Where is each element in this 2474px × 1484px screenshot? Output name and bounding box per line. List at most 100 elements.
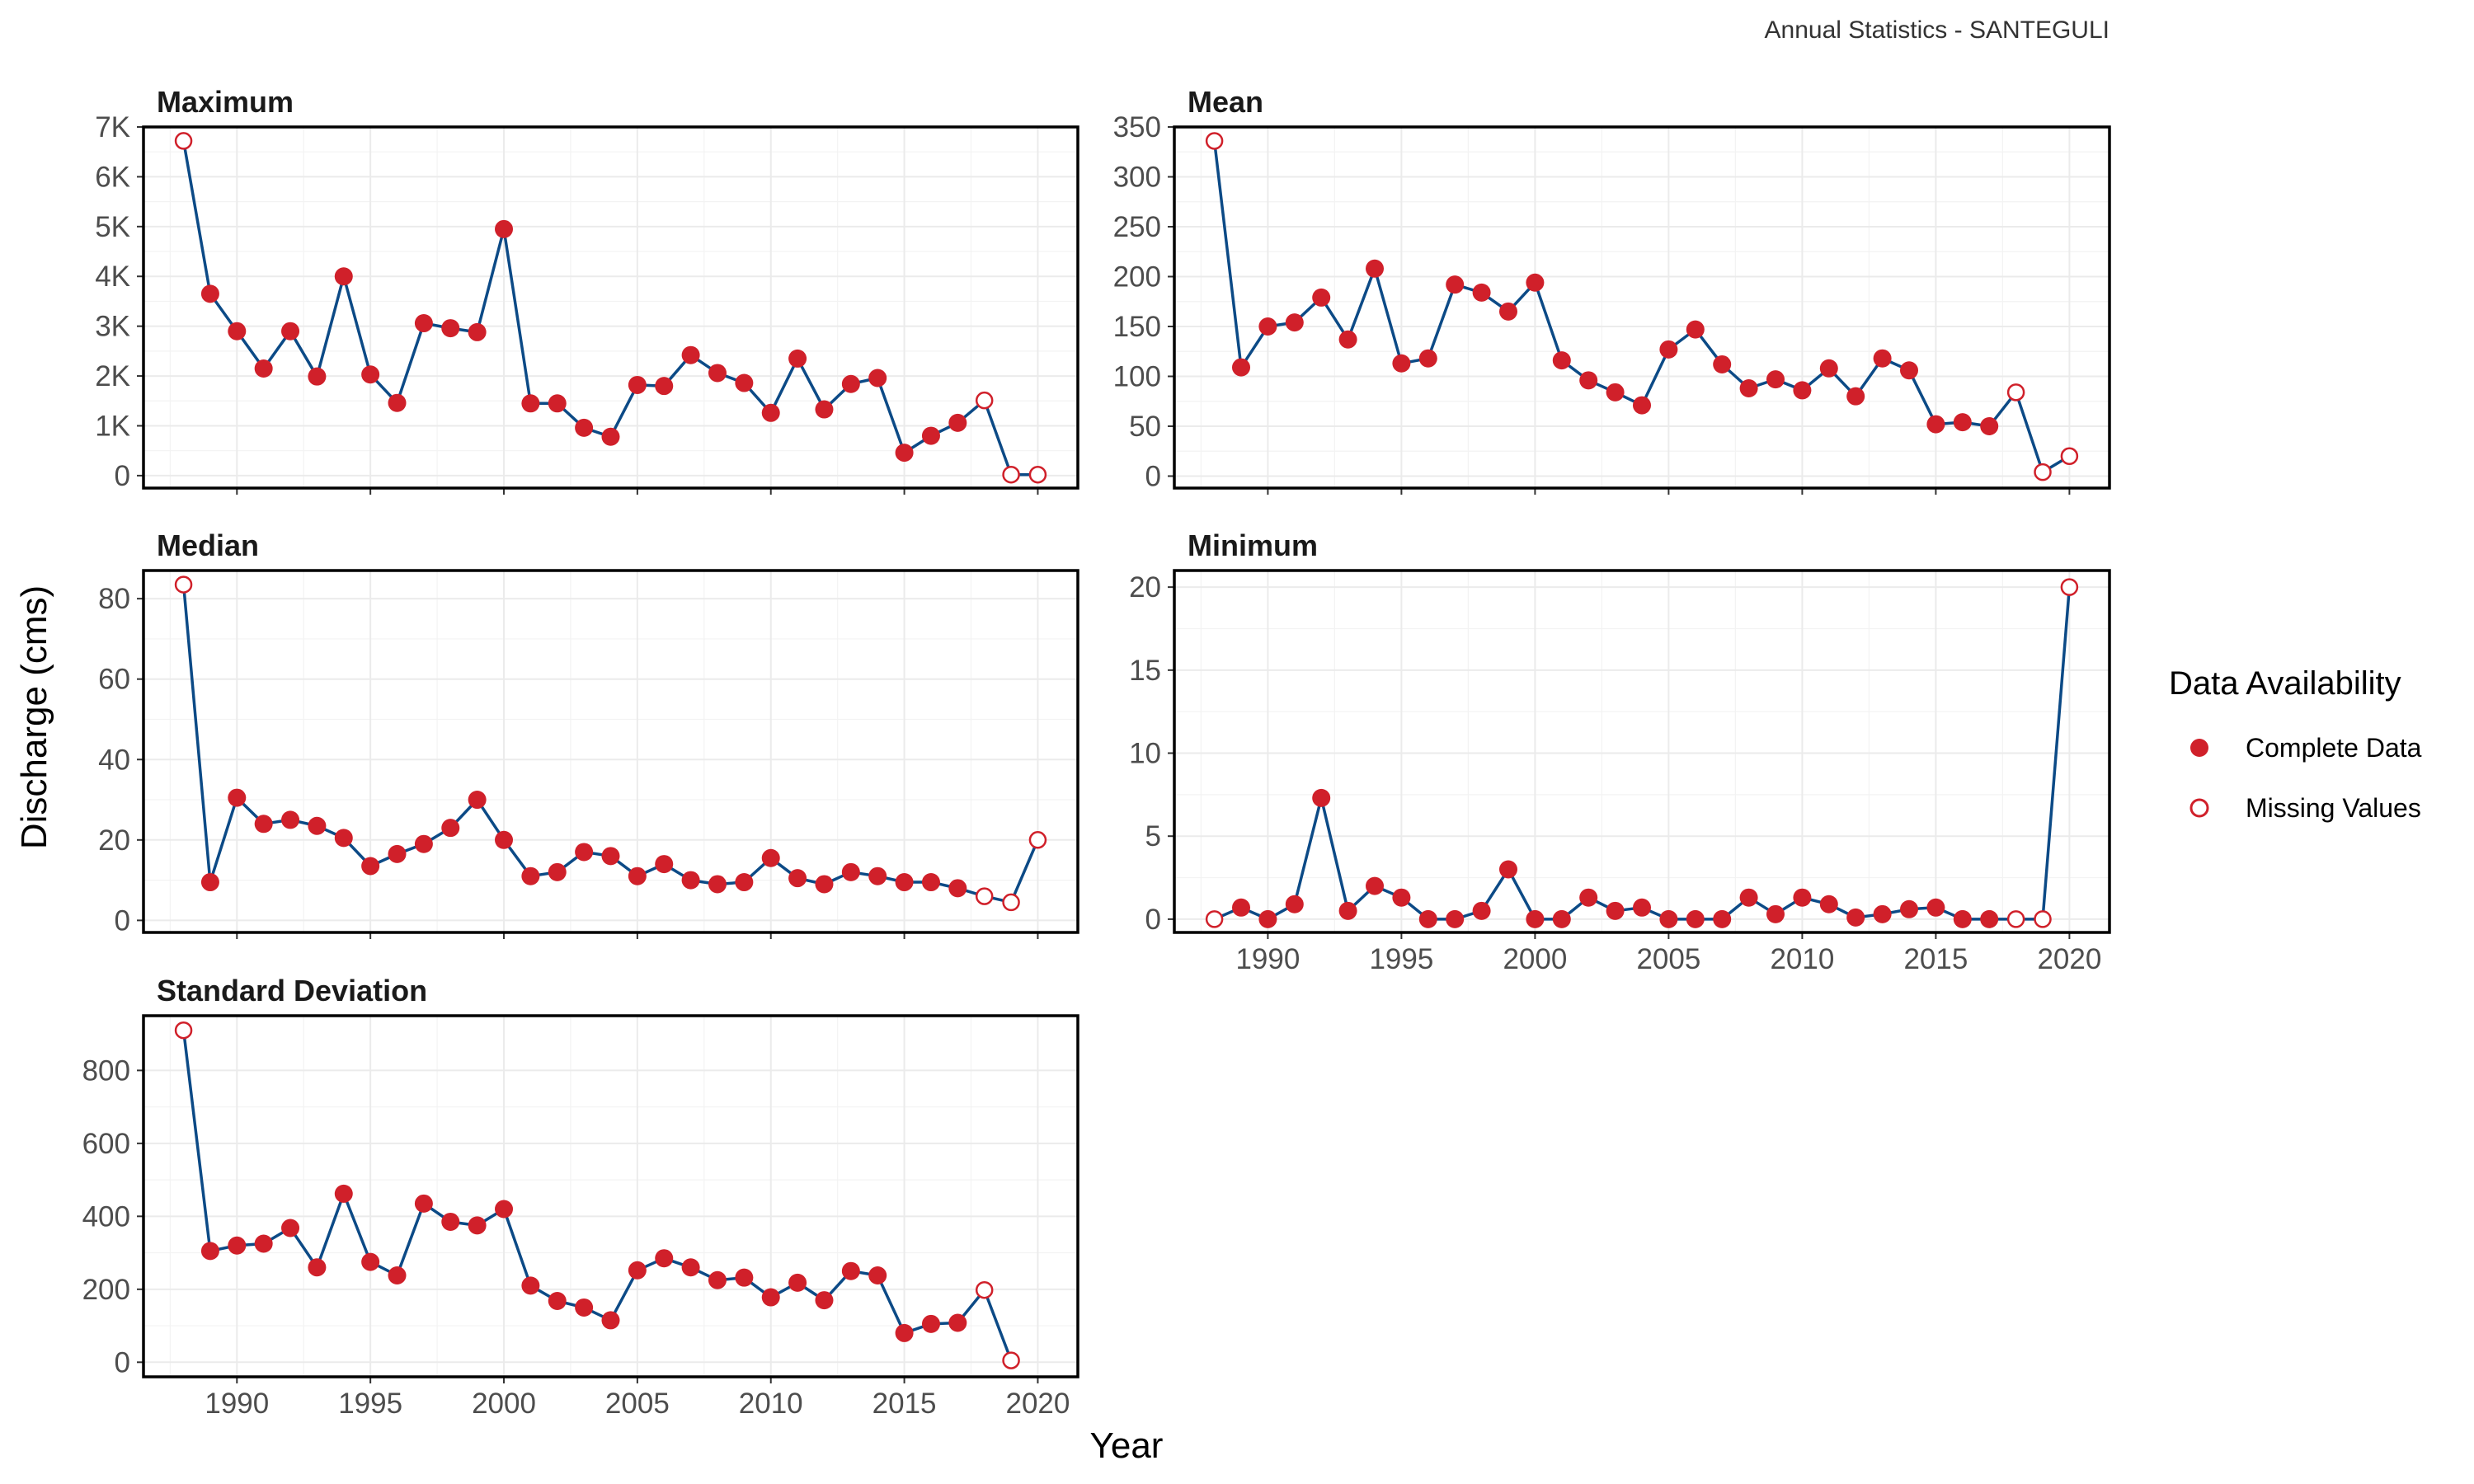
data-point-complete: [1633, 898, 1651, 917]
y-tick-label: 80: [98, 583, 130, 615]
data-point-complete: [1953, 909, 1972, 928]
panel-title-median: Median: [157, 528, 259, 562]
data-point-complete: [1819, 895, 1838, 913]
data-point-complete: [548, 1291, 567, 1310]
y-tick-label: 60: [98, 664, 130, 696]
data-point-complete: [1606, 383, 1625, 402]
y-tick-label: 400: [82, 1200, 130, 1233]
x-tick-label: 2015: [872, 1388, 937, 1420]
x-tick-label: 2010: [739, 1388, 803, 1420]
legend-title: Data Availability: [2169, 665, 2401, 702]
data-point-missing: [1205, 910, 1224, 928]
data-point-complete: [735, 873, 754, 892]
figure-caption: Annual Statistics - SANTEGULI: [1765, 16, 2109, 44]
data-point-complete: [334, 1184, 353, 1203]
legend-complete-marker: [2190, 739, 2208, 757]
panel-background: [143, 571, 1078, 932]
x-tick-label: 2010: [1770, 943, 1834, 975]
data-point-complete: [1366, 876, 1384, 895]
data-point-complete: [388, 844, 407, 863]
data-point-complete: [1713, 909, 1732, 928]
data-point-complete: [308, 816, 327, 835]
data-point-complete: [1713, 355, 1732, 373]
data-point-complete: [655, 855, 674, 874]
data-point-complete: [308, 367, 327, 386]
data-point-complete: [868, 369, 887, 387]
y-tick-label: 0: [115, 904, 130, 937]
data-point-complete: [601, 847, 620, 866]
y-tick-label: 7K: [95, 111, 130, 143]
data-point-complete: [788, 1273, 807, 1292]
data-point-complete: [441, 319, 460, 338]
data-point-complete: [495, 1200, 514, 1219]
data-point-complete: [1392, 354, 1411, 373]
legend-missing-label: Missing Values: [2246, 793, 2421, 823]
panel-median: Median 0 20 40 60 80: [98, 528, 1079, 939]
data-point-complete: [1739, 379, 1758, 398]
data-point-complete: [228, 322, 247, 340]
data-point-missing: [2034, 463, 2052, 481]
data-point-complete: [788, 869, 807, 888]
panel-border: [142, 125, 1079, 490]
data-point-complete: [1659, 909, 1678, 928]
data-point-complete: [1366, 259, 1384, 278]
data-point-complete: [414, 314, 433, 333]
data-point-complete: [441, 1212, 460, 1231]
data-point-complete: [1552, 909, 1571, 928]
panel-minimum: Minimum 0 5 10 15 20 1990 1995 2000 2005 2010 2015 2…: [1129, 528, 2111, 975]
data-point-complete: [921, 873, 940, 892]
data-point-complete: [281, 810, 300, 829]
data-point-missing: [2006, 910, 2025, 928]
data-point-complete: [655, 377, 674, 396]
legend-missing-marker: [2189, 798, 2209, 818]
data-point-complete: [228, 1236, 247, 1255]
data-point-complete: [1686, 320, 1705, 339]
data-point-complete: [575, 843, 594, 862]
data-point-complete: [841, 862, 860, 881]
data-point-missing: [1002, 1351, 1020, 1369]
y-tick-label: 40: [98, 744, 130, 776]
data-point-complete: [681, 871, 700, 890]
data-point-complete: [200, 873, 219, 892]
panel-border: [1173, 569, 2111, 934]
data-point-complete: [735, 1268, 754, 1287]
y-axis-title: Discharge (cms): [14, 585, 54, 849]
x-tick-label: 2020: [1006, 1388, 1070, 1420]
legend-entry-complete: Complete Data: [2190, 733, 2422, 763]
data-point-complete: [414, 1194, 433, 1213]
data-point-complete: [254, 1234, 273, 1253]
data-point-complete: [1499, 302, 1517, 321]
data-point-complete: [948, 1313, 967, 1332]
data-point-complete: [1846, 908, 1865, 927]
panel-background: [1174, 571, 2109, 932]
data-point-complete: [254, 815, 273, 834]
y-tick-label: 350: [1113, 111, 1161, 143]
data-point-complete: [1926, 898, 1945, 917]
data-point-complete: [1312, 788, 1331, 807]
data-point-complete: [1819, 359, 1838, 378]
data-point-complete: [334, 267, 353, 286]
data-point-complete: [521, 394, 540, 413]
x-tick-label: 2000: [1503, 943, 1567, 975]
data-point-complete: [1418, 349, 1437, 368]
y-tick-label: 600: [82, 1128, 130, 1160]
data-point-complete: [601, 427, 620, 446]
data-point-complete: [521, 866, 540, 885]
data-point-complete: [1526, 909, 1545, 928]
data-point-complete: [1392, 888, 1411, 907]
data-point-complete: [1472, 901, 1491, 920]
y-tick-label: 1K: [95, 410, 130, 442]
data-point-complete: [281, 1219, 300, 1237]
panel-standard-deviation: Standard Deviation 0 200 400 600 800 1990 1995 2…: [82, 974, 1079, 1420]
y-tick-label: 0: [1145, 904, 1161, 936]
data-point-complete: [361, 857, 380, 876]
data-point-complete: [708, 875, 727, 894]
data-point-complete: [1980, 416, 1999, 435]
y-tick-label: 5K: [95, 211, 130, 243]
x-tick-label: 2005: [605, 1388, 670, 1420]
y-tick-label: 0: [115, 460, 130, 492]
data-point-complete: [200, 284, 219, 303]
x-axis-title: Year: [1090, 1425, 1164, 1466]
data-point-complete: [948, 413, 967, 432]
y-tick-label: 6K: [95, 161, 130, 193]
